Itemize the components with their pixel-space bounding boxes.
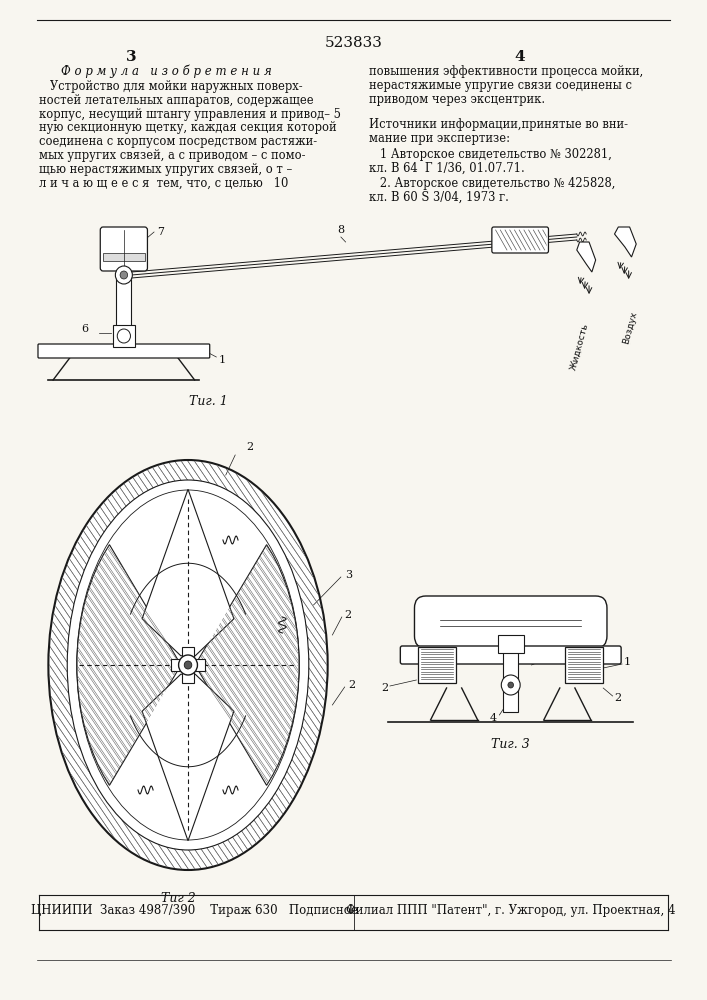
FancyBboxPatch shape bbox=[400, 646, 621, 664]
Circle shape bbox=[508, 682, 513, 688]
Bar bbox=[171, 659, 205, 671]
Bar bbox=[182, 647, 194, 683]
Circle shape bbox=[185, 661, 192, 669]
Text: 2: 2 bbox=[246, 442, 253, 452]
Text: мание при экспертизе:: мание при экспертизе: bbox=[369, 132, 510, 145]
Bar bbox=[117, 265, 132, 345]
Text: 2: 2 bbox=[614, 693, 621, 703]
Text: ную секционную щетку, каждая секция которой: ную секционную щетку, каждая секция кото… bbox=[39, 121, 337, 134]
Polygon shape bbox=[142, 489, 234, 656]
Ellipse shape bbox=[48, 460, 327, 870]
Text: 8: 8 bbox=[337, 225, 344, 235]
Text: 1: 1 bbox=[624, 657, 631, 667]
Text: 4: 4 bbox=[209, 645, 216, 655]
Text: кл. B 60 S 3/04, 1973 г.: кл. B 60 S 3/04, 1973 г. bbox=[369, 191, 509, 204]
Circle shape bbox=[115, 266, 132, 284]
Text: щью нерастяжимых упругих связей, о т –: щью нерастяжимых упругих связей, о т – bbox=[39, 163, 292, 176]
Polygon shape bbox=[77, 545, 179, 785]
Bar bbox=[566, 647, 603, 683]
Text: 523833: 523833 bbox=[325, 36, 383, 50]
Text: Τиг. 3: Τиг. 3 bbox=[491, 738, 530, 751]
Bar bbox=[419, 647, 456, 683]
Text: Воздух: Воздух bbox=[621, 310, 638, 345]
Text: 6: 6 bbox=[81, 324, 88, 334]
Text: 2. Авторское свидетельство № 425828,: 2. Авторское свидетельство № 425828, bbox=[369, 177, 616, 190]
Text: корпус, несущий штангу управления и привод– 5: корпус, несущий штангу управления и прив… bbox=[39, 108, 341, 121]
Text: кл. B 64  Г 1/36, 01.07.71.: кл. B 64 Г 1/36, 01.07.71. bbox=[369, 162, 525, 175]
Text: 1: 1 bbox=[218, 355, 226, 365]
FancyBboxPatch shape bbox=[414, 596, 607, 648]
Circle shape bbox=[120, 271, 128, 279]
Circle shape bbox=[179, 655, 197, 675]
Bar bbox=[103, 253, 145, 261]
Text: 3: 3 bbox=[126, 50, 136, 64]
Text: соединена с корпусом посредством растяжи-: соединена с корпусом посредством растяжи… bbox=[39, 135, 317, 148]
Bar bbox=[503, 652, 518, 712]
Text: 2: 2 bbox=[344, 610, 352, 620]
Text: Τиг 2: Τиг 2 bbox=[161, 892, 196, 905]
Text: 6: 6 bbox=[499, 620, 506, 630]
Text: 4: 4 bbox=[515, 50, 525, 64]
FancyBboxPatch shape bbox=[100, 227, 148, 271]
FancyBboxPatch shape bbox=[492, 227, 549, 253]
Text: 3: 3 bbox=[344, 570, 352, 580]
Polygon shape bbox=[614, 227, 636, 257]
Text: Филиал ППП "Патент", г. Ужгород, ул. Проектная, 4: Филиал ППП "Патент", г. Ужгород, ул. Про… bbox=[346, 904, 675, 917]
Text: 5: 5 bbox=[547, 653, 554, 663]
FancyBboxPatch shape bbox=[38, 344, 210, 358]
Bar bbox=[112, 325, 135, 347]
Circle shape bbox=[501, 675, 520, 695]
Polygon shape bbox=[197, 545, 299, 785]
Text: ЦНИИПИ  Заказ 4987/390    Тираж 630   Подписное: ЦНИИПИ Заказ 4987/390 Тираж 630 Подписно… bbox=[31, 904, 358, 917]
Bar bbox=[498, 635, 524, 653]
Text: 7: 7 bbox=[157, 227, 164, 237]
Text: Источники информации,принятые во вни-: Источники информации,принятые во вни- bbox=[369, 118, 629, 131]
Circle shape bbox=[117, 329, 131, 343]
Text: нерастяжимые упругие связи соединены с: нерастяжимые упругие связи соединены с bbox=[369, 79, 632, 92]
Text: Устройство для мойки наружных поверх-: Устройство для мойки наружных поверх- bbox=[39, 80, 303, 93]
Text: 2: 2 bbox=[381, 683, 388, 693]
Polygon shape bbox=[142, 674, 234, 841]
Text: Жидкость: Жидкость bbox=[569, 322, 590, 371]
Text: 4: 4 bbox=[489, 713, 496, 723]
Text: 5: 5 bbox=[209, 690, 216, 700]
Polygon shape bbox=[577, 242, 596, 272]
Text: Τиг. 1: Τиг. 1 bbox=[189, 395, 228, 408]
Ellipse shape bbox=[67, 480, 309, 850]
Text: 1 Авторское свидетельство № 302281,: 1 Авторское свидетельство № 302281, bbox=[369, 148, 612, 161]
Text: Ф о р м у л а   и з о б р е т е н и я: Ф о р м у л а и з о б р е т е н и я bbox=[61, 65, 271, 79]
Text: повышения эффективности процесса мойки,: повышения эффективности процесса мойки, bbox=[369, 65, 643, 78]
Text: л и ч а ю щ е е с я  тем, что, с целью   10: л и ч а ю щ е е с я тем, что, с целью 10 bbox=[39, 177, 288, 190]
Text: приводом через эксцентрик.: приводом через эксцентрик. bbox=[369, 93, 545, 106]
Text: 2: 2 bbox=[349, 680, 356, 690]
Text: мых упругих связей, а с приводом – с помо-: мых упругих связей, а с приводом – с пом… bbox=[39, 149, 305, 162]
Text: ностей летательных аппаратов, содержащее: ностей летательных аппаратов, содержащее bbox=[39, 94, 314, 107]
